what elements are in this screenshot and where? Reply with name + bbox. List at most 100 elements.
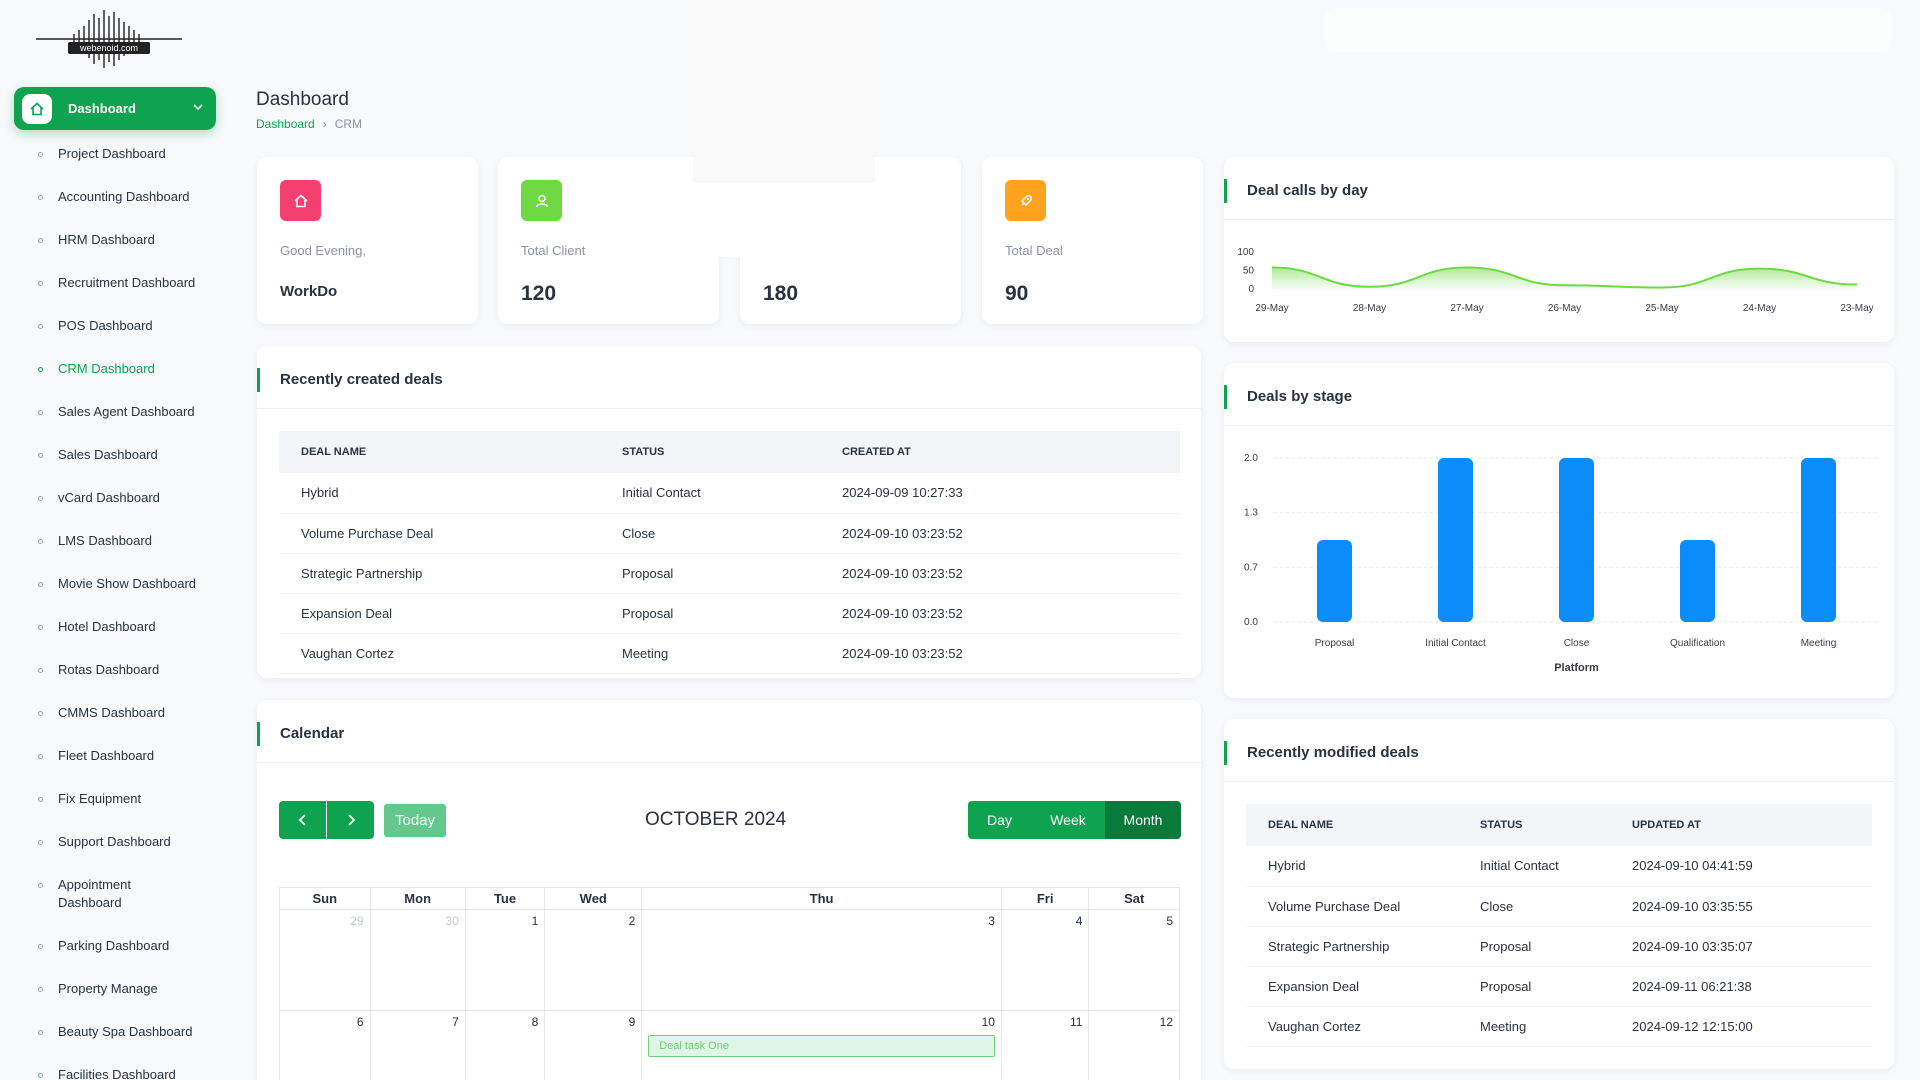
table-row[interactable]: Strategic Partnership Proposal 2024-09-10 …	[279, 553, 1180, 594]
y-tick-label: 2.0	[1244, 453, 1258, 464]
stat-card-greeting: Good Evening, WorkDo	[257, 157, 478, 324]
sidebar-item-lms[interactable]: LMS Dashboard	[0, 532, 230, 550]
overlay-panel	[718, 183, 740, 257]
sidebar-item-dashboard[interactable]: Dashboard	[14, 87, 216, 130]
home-icon	[280, 180, 321, 221]
deal-name: Vaughan Cortez	[279, 633, 622, 674]
stat-card-unlabeled: 180	[740, 157, 961, 324]
calendar-day[interactable]: 7	[369, 1010, 466, 1080]
day-number: 3	[988, 914, 995, 928]
bullet-icon	[38, 625, 43, 630]
bullet-icon	[38, 840, 43, 845]
table-row[interactable]: Vaughan Cortez Meeting 2024-09-10 03:23:52	[279, 633, 1180, 674]
sidebar-item-fleet[interactable]: Fleet Dashboard	[0, 747, 230, 765]
calendar-day[interactable]: 4	[1000, 909, 1090, 1011]
calendar-day[interactable]: 6	[279, 1010, 371, 1080]
sidebar-item-property[interactable]: Property Manage	[0, 980, 230, 998]
view-month-button[interactable]: Month	[1105, 801, 1181, 839]
sidebar-item-accounting[interactable]: Accounting Dashboard	[0, 188, 230, 206]
svg-text:webenoid.com: webenoid.com	[79, 43, 138, 53]
table-row[interactable]: Volume Purchase Deal Close 2024-09-10 03:3…	[1246, 886, 1872, 927]
stat-label: Total Deal	[1005, 243, 1063, 258]
sidebar-item-parking[interactable]: Parking Dashboard	[0, 937, 230, 955]
column-header[interactable]: DEAL NAME	[1268, 819, 1334, 831]
calendar-day[interactable]: 29	[279, 909, 371, 1011]
deal-name: Hybrid	[279, 473, 622, 514]
breadcrumb: Dashboard › CRM	[256, 117, 362, 131]
column-header[interactable]: UPDATED AT	[1632, 819, 1701, 831]
sidebar-item-sales[interactable]: Sales Dashboard	[0, 446, 230, 464]
prev-month-button[interactable]	[279, 801, 326, 839]
sidebar-item-pos[interactable]: POS Dashboard	[0, 317, 230, 335]
next-month-button[interactable]	[327, 801, 374, 839]
bullet-icon	[38, 582, 43, 587]
chevron-right-icon	[347, 814, 355, 826]
day-number: 4	[1075, 914, 1083, 928]
sidebar-item-recruitment[interactable]: Recruitment Dashboard	[0, 274, 230, 292]
calendar-day[interactable]: 30	[369, 909, 466, 1011]
calendar-event[interactable]: Deal task One	[648, 1035, 995, 1057]
sidebar-item-vcard[interactable]: vCard Dashboard	[0, 489, 230, 507]
column-header[interactable]: DEAL NAME	[301, 446, 367, 458]
sidebar-item-support[interactable]: Support Dashboard	[0, 833, 230, 851]
card-title: Deals by stage	[1224, 385, 1352, 409]
table-row[interactable]: Volume Purchase Deal Close 2024-09-10 03:2…	[279, 513, 1180, 554]
column-header[interactable]: STATUS	[1480, 819, 1523, 831]
day-number: 10	[981, 1015, 995, 1029]
table-row[interactable]: Expansion Deal Proposal 2024-09-11 06:21:3…	[1246, 966, 1872, 1007]
sidebar-item-facilities[interactable]: Facilities Dashboard	[0, 1066, 230, 1080]
header-search-area[interactable]	[1325, 8, 1891, 52]
calendar-day[interactable]: 8	[464, 1010, 546, 1080]
sidebar-item-rotas[interactable]: Rotas Dashboard	[0, 661, 230, 679]
day-number: 9	[628, 1015, 636, 1029]
deal-status: Proposal	[622, 593, 842, 634]
table-row[interactable]: Hybrid Initial Contact 2024-09-09 10:27:33	[279, 473, 1180, 514]
breadcrumb-home-link[interactable]: Dashboard	[256, 117, 315, 131]
sidebar-item-sales-agent[interactable]: Sales Agent Dashboard	[0, 403, 230, 421]
calendar-day[interactable]: 3	[641, 909, 1002, 1011]
sidebar-item-fix-equipment[interactable]: Fix Equipment	[0, 790, 230, 808]
deal-calls-card: Deal calls by day 100 50 0 29-May 28-May 27-M…	[1224, 157, 1894, 342]
view-week-button[interactable]: Week	[1031, 801, 1105, 839]
column-header[interactable]: CREATED AT	[842, 446, 911, 458]
sidebar-item-hrm[interactable]: HRM Dashboard	[0, 231, 230, 249]
series-line	[1271, 266, 1858, 289]
calendar-day[interactable]: 10 Deal task One	[641, 1010, 1002, 1080]
sidebar-item-crm[interactable]: CRM Dashboard	[0, 360, 230, 378]
table-row[interactable]: Hybrid Initial Contact 2024-09-10 04:41:59	[1246, 846, 1872, 887]
table-row[interactable]: Strategic Partnership Proposal 2024-09-10 …	[1246, 926, 1872, 967]
bar	[1801, 458, 1836, 622]
bullet-icon	[38, 797, 43, 802]
stat-card-total-client: Total Client 120	[498, 157, 719, 324]
calendar-day[interactable]: 5	[1088, 909, 1180, 1011]
rocket-icon	[1005, 180, 1046, 221]
sidebar-item-label: Support Dashboard	[58, 834, 171, 849]
calendar-day[interactable]: 11	[1000, 1010, 1090, 1080]
calendar-day[interactable]: 1	[464, 909, 546, 1011]
column-header[interactable]: STATUS	[622, 446, 665, 458]
day-number: 29	[350, 914, 364, 928]
deal-status: Meeting	[622, 633, 842, 674]
chevron-down-icon	[192, 100, 204, 118]
view-day-button[interactable]: Day	[968, 801, 1031, 839]
today-button[interactable]: Today	[384, 804, 446, 837]
logo[interactable]: webenoid.com	[34, 8, 184, 70]
calendar-day[interactable]: 2	[544, 909, 643, 1011]
deal-date: 2024-09-10 03:35:55	[1632, 886, 1872, 927]
sidebar-item-beauty-spa[interactable]: Beauty Spa Dashboard	[0, 1023, 230, 1041]
sidebar-item-appointment[interactable]: Appointment Dashboard	[0, 876, 170, 912]
bullet-icon	[38, 496, 43, 501]
table-row[interactable]: Vaughan Cortez Meeting 2024-09-12 12:15:00	[1246, 1006, 1872, 1047]
deal-date: 2024-09-10 04:41:59	[1632, 846, 1872, 887]
sidebar-item-cmms[interactable]: CMMS Dashboard	[0, 704, 230, 722]
stat-value: 120	[521, 282, 557, 305]
stat-card-total-deal: Total Deal 90	[982, 157, 1203, 324]
table-row[interactable]: Expansion Deal Proposal 2024-09-10 03:23:5…	[279, 593, 1180, 634]
sidebar-item-movie-show[interactable]: Movie Show Dashboard	[0, 575, 230, 593]
deal-status: Initial Contact	[622, 473, 842, 514]
calendar-day[interactable]: 9	[544, 1010, 643, 1080]
deal-date: 2024-09-10 03:23:52	[842, 633, 1180, 674]
calendar-day[interactable]: 12	[1088, 1010, 1180, 1080]
sidebar-item-hotel[interactable]: Hotel Dashboard	[0, 618, 230, 636]
sidebar-item-project[interactable]: Project Dashboard	[0, 145, 230, 163]
